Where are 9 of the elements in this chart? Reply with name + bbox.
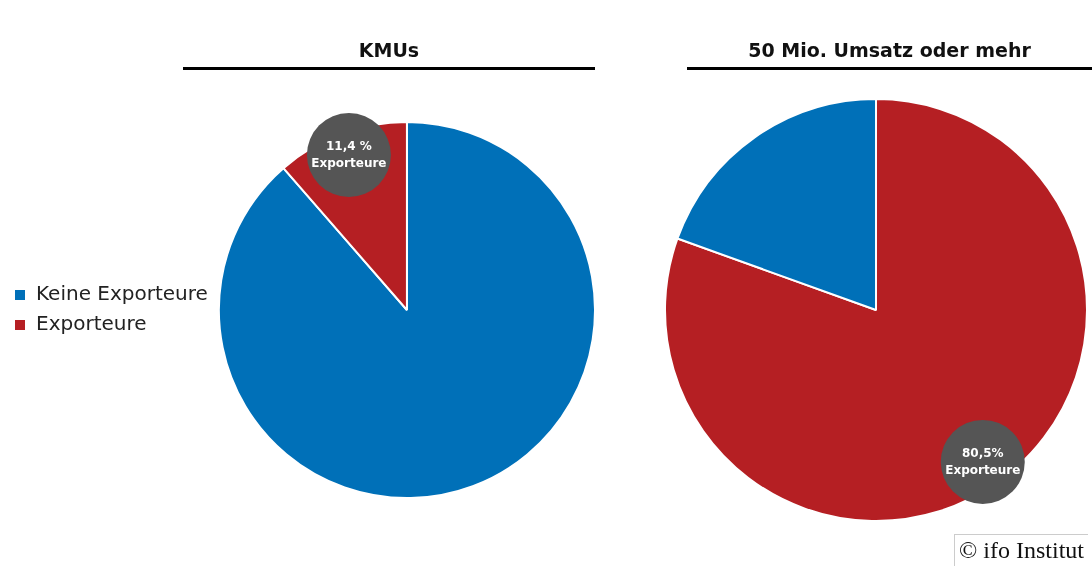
legend-label: Exporteure bbox=[36, 311, 147, 336]
text: © ifo Institut bbox=[954, 534, 1088, 566]
slice-label: Exporteure bbox=[945, 463, 1021, 478]
slice-label: Exporteure bbox=[311, 156, 387, 171]
chart-title: 50 Mio. Umsatz oder mehr bbox=[687, 0, 1092, 70]
legend-label: Keine Exporteure bbox=[36, 281, 208, 306]
data-label: 80,5% bbox=[961, 446, 1004, 461]
data-label: 11,4 % bbox=[326, 139, 372, 154]
chart-title: KMUs bbox=[183, 0, 595, 70]
